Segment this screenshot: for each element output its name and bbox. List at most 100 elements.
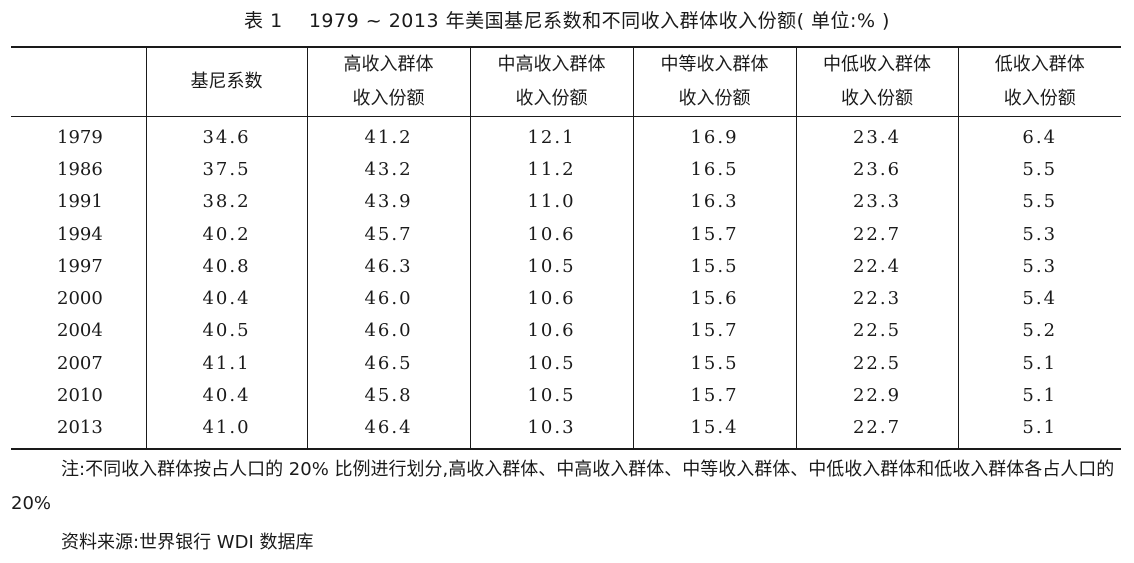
value-cell: 40.8 (145, 250, 307, 283)
value-cell: 5.1 (957, 379, 1121, 412)
year-cell: 1979 (57, 126, 103, 148)
table-row: 2013 41.0 46.4 10.3 15.4 22.7 5.1 (11, 411, 1121, 449)
value-cell: 22.3 (795, 282, 958, 315)
value-cell: 6.4 (957, 116, 1121, 154)
value-cell: 22.7 (795, 217, 958, 251)
value-cell: 16.3 (632, 185, 796, 218)
value-cell: 10.6 (469, 314, 633, 348)
header-label-line1: 低收入群体 (994, 54, 1085, 75)
header-label-line1: 中低收入群体 (823, 54, 931, 75)
value-cell: 5.1 (957, 347, 1121, 380)
value-cell: 15.4 (632, 411, 796, 449)
table-row: 2010 40.4 45.8 10.5 15.7 22.9 5.1 (11, 379, 1121, 412)
value-cell: 5.3 (957, 250, 1121, 283)
value-cell: 23.6 (795, 153, 958, 186)
value-cell: 22.4 (795, 250, 958, 283)
header-cell-year (11, 47, 146, 117)
value-cell: 16.5 (632, 153, 796, 186)
value-cell: 5.5 (957, 185, 1121, 218)
value-cell: 41.2 (306, 116, 470, 154)
value-cell: 10.3 (469, 411, 633, 449)
table-body: 1979 34.6 41.2 12.1 16.9 23.4 6.4 1986 37.5 43.2 1… (11, 116, 1121, 449)
value-cell: 43.2 (306, 153, 470, 186)
value-cell: 22.9 (795, 379, 958, 412)
table-title: 表 1 1979 ~ 2013 年美国基尼系数和不同收入群体收入份额( 单位:%… (0, 8, 1134, 34)
value-cell: 10.5 (469, 250, 633, 283)
value-cell: 12.1 (469, 116, 633, 154)
value-cell: 16.9 (632, 116, 796, 154)
value-cell: 40.5 (145, 314, 307, 348)
value-cell: 15.5 (632, 347, 796, 380)
header-label-line2: 收入份额 (352, 88, 425, 109)
table-row: 1991 38.2 43.9 11.0 16.3 23.3 5.5 (11, 185, 1121, 218)
header-label-line1: 基尼系数 (190, 71, 263, 92)
table-row: 1979 34.6 41.2 12.1 16.9 23.4 6.4 (11, 116, 1121, 154)
value-cell: 11.0 (469, 185, 633, 218)
year-cell: 1986 (57, 158, 103, 180)
value-cell: 34.6 (145, 116, 307, 154)
table-caption: 1979 ~ 2013 年美国基尼系数和不同收入群体收入份额( 单位:% ) (308, 10, 890, 32)
value-cell: 41.0 (145, 411, 307, 449)
header-label-line2: 收入份额 (515, 88, 588, 109)
header-label-line1: 中等收入群体 (660, 54, 769, 75)
value-cell: 43.9 (306, 185, 470, 218)
value-cell: 38.2 (145, 185, 307, 218)
value-cell: 11.2 (469, 153, 633, 186)
value-cell: 22.5 (795, 314, 958, 348)
value-cell: 15.7 (632, 379, 796, 412)
value-cell: 40.4 (145, 282, 307, 315)
year-cell: 2013 (57, 417, 103, 439)
header-cell: 中高收入群体 收入份额 (469, 47, 633, 117)
value-cell: 40.2 (145, 217, 307, 251)
value-cell: 45.7 (306, 217, 470, 251)
value-cell: 5.5 (957, 153, 1121, 186)
value-cell: 10.6 (469, 217, 633, 251)
value-cell: 5.4 (957, 282, 1121, 315)
header-label-line2: 收入份额 (841, 88, 913, 109)
header-label-line1: 中高收入群体 (497, 54, 606, 75)
table-number: 表 1 (244, 10, 283, 32)
gini-income-share-table: 基尼系数 高收入群体 收入份额 中高收入群体 收入份额 中等收入群体 收入份额 中低收入群体收… (11, 46, 1121, 450)
value-cell: 22.5 (795, 347, 958, 380)
year-cell: 2004 (57, 320, 103, 342)
value-cell: 46.5 (306, 347, 470, 380)
table-row: 2007 41.1 46.5 10.5 15.5 22.5 5.1 (11, 347, 1121, 380)
value-cell: 23.3 (795, 185, 958, 218)
year-cell: 2007 (57, 352, 103, 374)
value-cell: 46.0 (306, 314, 470, 348)
table-row: 1986 37.5 43.2 11.2 16.5 23.6 5.5 (11, 153, 1121, 186)
value-cell: 5.1 (957, 411, 1121, 449)
value-cell: 10.5 (469, 379, 633, 412)
value-cell: 10.5 (469, 347, 633, 380)
value-cell: 40.4 (145, 379, 307, 412)
table-row: 2000 40.4 46.0 10.6 15.6 22.3 5.4 (11, 282, 1121, 315)
value-cell: 46.3 (306, 250, 470, 283)
header-label-line1: 高收入群体 (343, 54, 434, 75)
value-cell: 46.4 (306, 411, 470, 449)
value-cell: 41.1 (145, 347, 307, 380)
header-label-line2: 收入份额 (678, 88, 751, 109)
value-cell: 10.6 (469, 282, 633, 315)
table-note: 注:不同收入群体按占人口的 20% 比例进行划分,高收入群体、中高收入群体、中等… (11, 459, 1115, 514)
value-cell: 45.8 (306, 379, 470, 412)
value-cell: 15.5 (632, 250, 796, 283)
header-label-line2: 收入份额 (1003, 88, 1076, 109)
year-cell: 2010 (57, 385, 103, 407)
header-cell: 高收入群体 收入份额 (306, 47, 470, 117)
year-cell: 1994 (57, 223, 103, 245)
header-cell: 中低收入群体 收入份额 (795, 47, 958, 117)
value-cell: 37.5 (145, 153, 307, 186)
header-cell: 基尼系数 (145, 47, 307, 117)
value-cell: 5.2 (957, 314, 1121, 348)
value-cell: 15.7 (632, 217, 796, 251)
value-cell: 5.3 (957, 217, 1121, 251)
year-cell: 2000 (57, 288, 103, 310)
value-cell: 15.6 (632, 282, 796, 315)
table-row: 1997 40.8 46.3 10.5 15.5 22.4 5.3 (11, 250, 1121, 283)
data-source: 资料来源:世界银行 WDI 数据库 (61, 532, 314, 553)
header-cell: 低收入群体 收入份额 (957, 47, 1121, 117)
value-cell: 46.0 (306, 282, 470, 315)
value-cell: 22.7 (795, 411, 958, 449)
header-cell: 中等收入群体 收入份额 (632, 47, 796, 117)
table-row: 1994 40.2 45.7 10.6 15.7 22.7 5.3 (11, 217, 1121, 251)
